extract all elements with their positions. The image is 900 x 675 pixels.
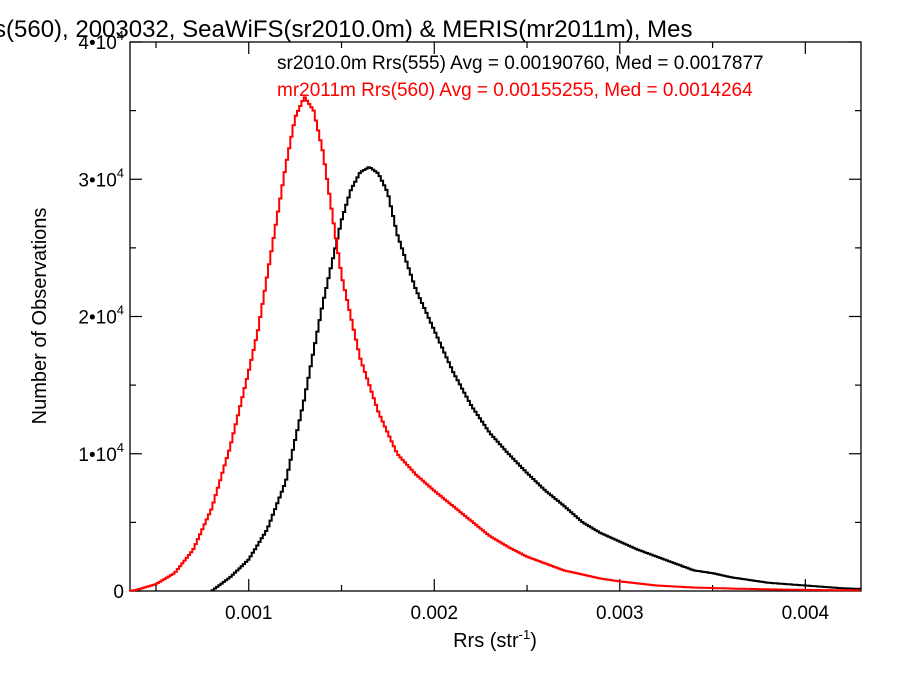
x-tick-label: 0.001 (225, 603, 273, 624)
plot-frame (129, 41, 862, 592)
y-tick-label: 0 (113, 582, 124, 603)
y-tick-label: 3•104 (78, 165, 124, 191)
y-tick-label: 1•104 (78, 440, 124, 466)
x-ticks: 0.001 0.002 0.003 0.004 (155, 42, 830, 624)
legend: sr2010.0m Rrs(555) Avg = 0.00190760, Med… (277, 53, 764, 101)
series-line-black (210, 166, 861, 592)
y-tick-label: 4•104 (78, 28, 124, 54)
y-ticks: 0 1•104 2•104 3•104 4•104 (78, 28, 861, 603)
x-tick-label: 0.004 (782, 603, 830, 624)
x-axis-label: Rrs (str-1) (453, 627, 537, 652)
legend-entry-red: mr2011m Rrs(560) Avg = 0.00155255, Med =… (277, 80, 753, 101)
series-line-red (129, 96, 861, 592)
chart-title: s(560), 2003032, SeaWiFS(sr2010.0m) & ME… (0, 16, 692, 43)
y-axis-label: Number of Observations (29, 208, 51, 425)
x-tick-label: 0.002 (411, 603, 459, 624)
y-tick-label: 2•104 (78, 303, 124, 329)
series-group (129, 96, 861, 592)
x-tick-label: 0.003 (596, 603, 644, 624)
legend-entry-black: sr2010.0m Rrs(555) Avg = 0.00190760, Med… (277, 53, 764, 74)
